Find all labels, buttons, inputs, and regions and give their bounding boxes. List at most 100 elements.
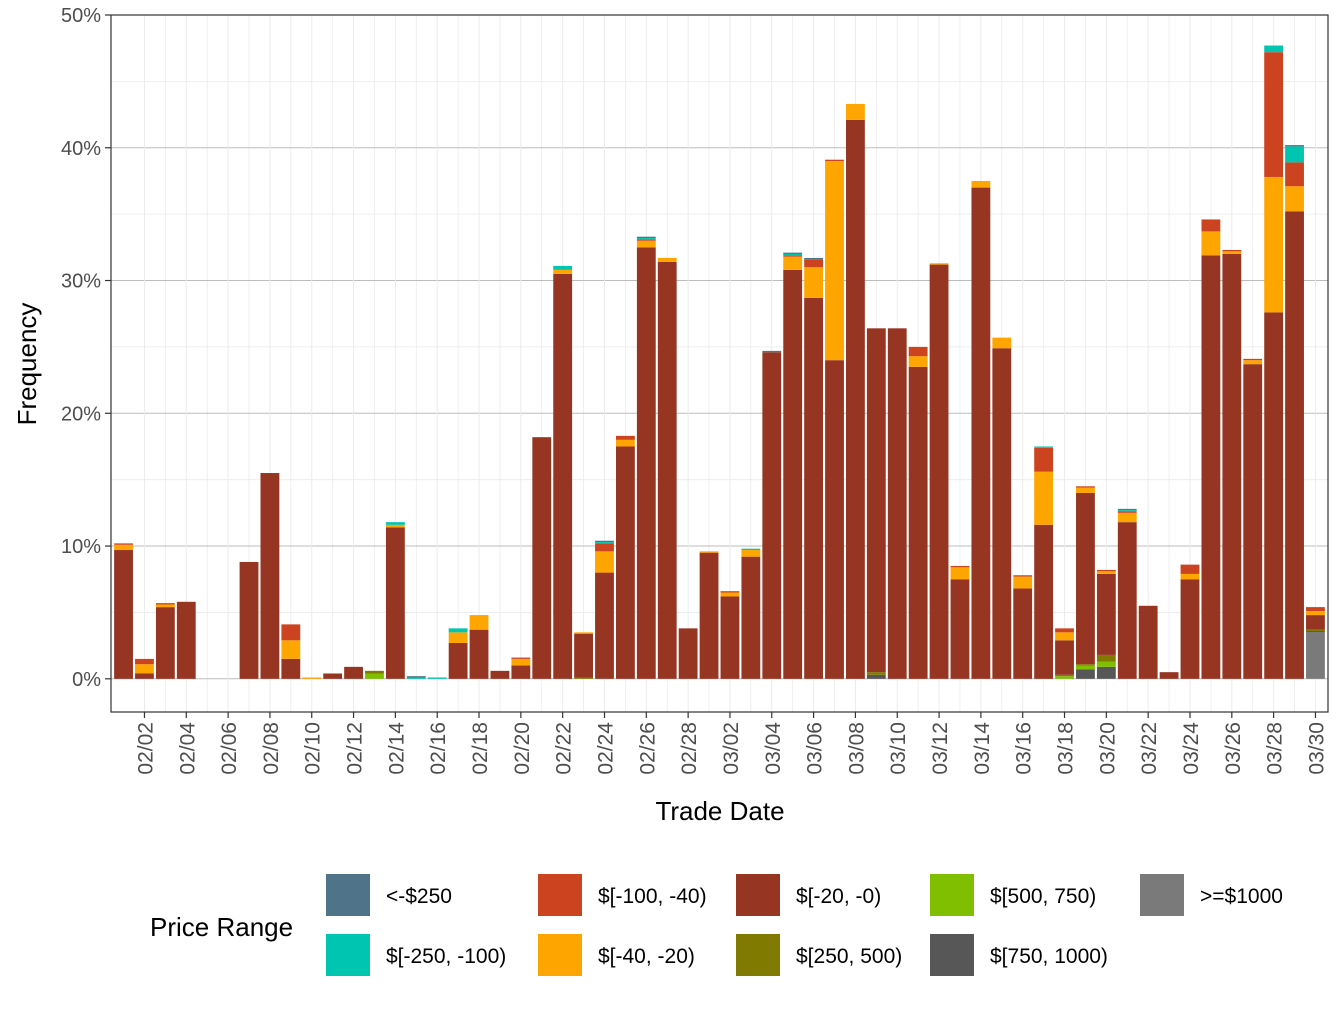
legend-label: $[500, 750) bbox=[990, 885, 1096, 908]
bar-segment bbox=[657, 261, 677, 679]
bar-segment bbox=[114, 544, 133, 551]
bar-segment bbox=[553, 269, 573, 274]
y-tick-label: 0% bbox=[72, 669, 101, 691]
bar-segment bbox=[1243, 360, 1263, 365]
bar-segment bbox=[1076, 669, 1095, 679]
bar-segment bbox=[971, 187, 991, 679]
bar-segment bbox=[1201, 255, 1221, 679]
bar-segment bbox=[260, 473, 280, 679]
x-tick-label: 02/20 bbox=[511, 722, 534, 775]
bar-segment bbox=[762, 350, 782, 353]
bar-segment bbox=[929, 264, 949, 679]
legend-label: $[-250, -100) bbox=[386, 945, 506, 968]
bar-segment bbox=[1076, 665, 1095, 670]
x-tick-label: 02/22 bbox=[553, 722, 576, 775]
bar-segment bbox=[1180, 579, 1200, 679]
bar-segment bbox=[281, 624, 301, 641]
bars-layer bbox=[114, 45, 1325, 679]
bar-segment bbox=[595, 540, 614, 543]
x-tick-label: 02/18 bbox=[469, 722, 492, 775]
bar-segment bbox=[448, 632, 468, 643]
bar-segment bbox=[1117, 522, 1137, 679]
bar-segment bbox=[783, 256, 803, 270]
bar-segment bbox=[825, 161, 844, 361]
bar-segment bbox=[1222, 253, 1242, 679]
bar-segment bbox=[344, 666, 363, 679]
legend-label: $[750, 1000) bbox=[990, 945, 1108, 968]
legend-label: >=$1000 bbox=[1200, 885, 1283, 908]
bar-segment bbox=[908, 346, 928, 357]
y-tick-label: 30% bbox=[61, 271, 101, 293]
bar-segment bbox=[804, 259, 824, 268]
legend-swatch bbox=[326, 874, 370, 916]
bar-segment bbox=[281, 640, 301, 659]
bar-segment bbox=[720, 592, 740, 597]
bar-segment bbox=[511, 665, 531, 679]
bar-segment bbox=[1096, 654, 1116, 662]
x-axis-title: Trade Date bbox=[655, 796, 784, 826]
bar-segment bbox=[365, 673, 384, 679]
bar-segment bbox=[135, 664, 154, 674]
bar-segment bbox=[615, 439, 635, 447]
bar-segment bbox=[992, 348, 1012, 679]
bar-segment bbox=[323, 673, 343, 679]
bar-segment bbox=[636, 236, 656, 239]
bar-segment bbox=[741, 548, 761, 551]
bar-segment bbox=[1285, 145, 1304, 147]
legend-swatch bbox=[930, 874, 974, 916]
bar-segment bbox=[699, 552, 719, 679]
bar-segment bbox=[1076, 487, 1095, 493]
bar-segment bbox=[1117, 511, 1137, 513]
bar-segment bbox=[1117, 508, 1137, 511]
y-tick-label: 40% bbox=[61, 138, 101, 160]
bar-segment bbox=[1201, 219, 1221, 232]
x-tick-label: 03/06 bbox=[804, 722, 827, 775]
bar-segment bbox=[887, 328, 907, 679]
y-axis-title: Frequency bbox=[12, 303, 42, 426]
bar-segment bbox=[804, 267, 824, 298]
bar-segment bbox=[1013, 575, 1033, 577]
bar-segment bbox=[950, 579, 970, 679]
bar-segment bbox=[783, 252, 803, 254]
legend-label: $[250, 500) bbox=[796, 945, 902, 968]
bar-segment bbox=[1034, 447, 1054, 472]
bar-segment bbox=[1264, 52, 1284, 177]
bar-segment bbox=[1243, 364, 1263, 679]
bar-segment bbox=[846, 103, 865, 120]
bar-segment bbox=[741, 556, 761, 679]
bar-segment bbox=[992, 337, 1012, 349]
bar-segment bbox=[825, 159, 844, 162]
bar-segment bbox=[135, 658, 154, 665]
bar-segment bbox=[1096, 569, 1116, 572]
bar-segment bbox=[532, 437, 552, 679]
bar-segment bbox=[595, 572, 614, 679]
bar-segment bbox=[595, 543, 614, 552]
bar-segment bbox=[678, 628, 698, 679]
x-tick-label: 03/12 bbox=[929, 722, 952, 775]
x-tick-label: 02/06 bbox=[218, 722, 241, 775]
bar-segment bbox=[281, 658, 301, 679]
bar-segment bbox=[1138, 605, 1158, 679]
bar-segment bbox=[448, 628, 468, 633]
x-tick-label: 03/30 bbox=[1305, 722, 1328, 775]
bar-segment bbox=[783, 269, 803, 679]
legend-title: Price Range bbox=[150, 912, 293, 942]
bar-segment bbox=[699, 551, 719, 553]
x-tick-label: 02/12 bbox=[344, 722, 367, 775]
bar-segment bbox=[1076, 492, 1095, 665]
bar-segment bbox=[1222, 249, 1242, 252]
bar-segment bbox=[574, 677, 593, 679]
plot-panel-border bbox=[110, 14, 1329, 713]
bar-segment bbox=[950, 567, 970, 580]
bar-segment bbox=[1306, 631, 1325, 633]
bar-segment bbox=[469, 615, 489, 630]
legend-label: $[-40, -20) bbox=[598, 945, 695, 968]
legend-label: <-$250 bbox=[386, 885, 452, 908]
bar-segment bbox=[762, 352, 782, 679]
bar-segment bbox=[720, 596, 740, 679]
bar-segment bbox=[511, 658, 531, 666]
x-tick-label: 02/08 bbox=[260, 722, 283, 775]
x-tick-label: 03/08 bbox=[845, 722, 868, 775]
bar-segment bbox=[1117, 510, 1137, 512]
bar-segment bbox=[1180, 573, 1200, 580]
